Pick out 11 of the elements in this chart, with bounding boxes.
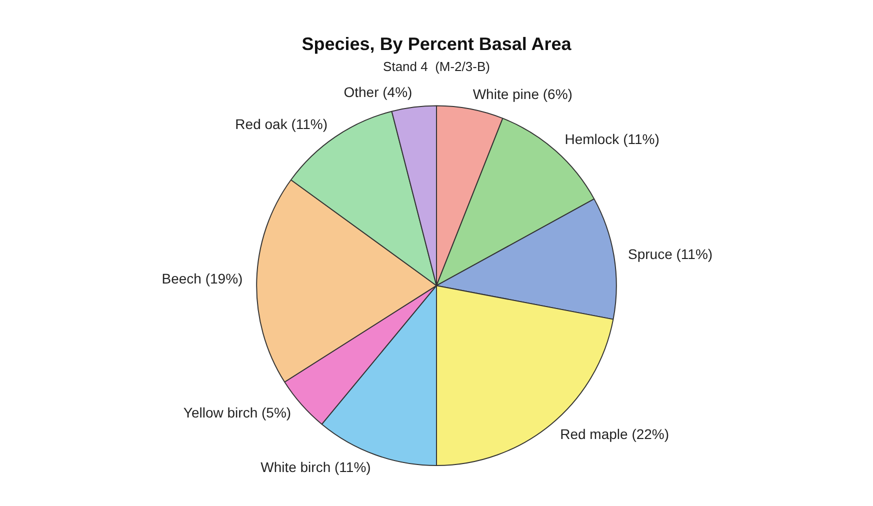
- slice-label: Other (4%): [344, 84, 412, 100]
- chart-subtitle: Stand 4 (M-2/3-B): [383, 58, 490, 74]
- slice-label: Yellow birch (5%): [183, 404, 292, 421]
- slice-label: Beech (19%): [162, 270, 243, 286]
- slice-label: White birch (11%): [260, 458, 371, 475]
- slice-label: Red oak (11%): [235, 116, 328, 132]
- slice-label: White pine (6%): [472, 86, 572, 102]
- chart-title: Species, By Percent Basal Area: [302, 34, 572, 54]
- slice-label: Hemlock (11%): [564, 131, 660, 148]
- slice-label: Spruce (11%): [628, 246, 713, 262]
- slice-label: Red maple (22%): [560, 426, 670, 442]
